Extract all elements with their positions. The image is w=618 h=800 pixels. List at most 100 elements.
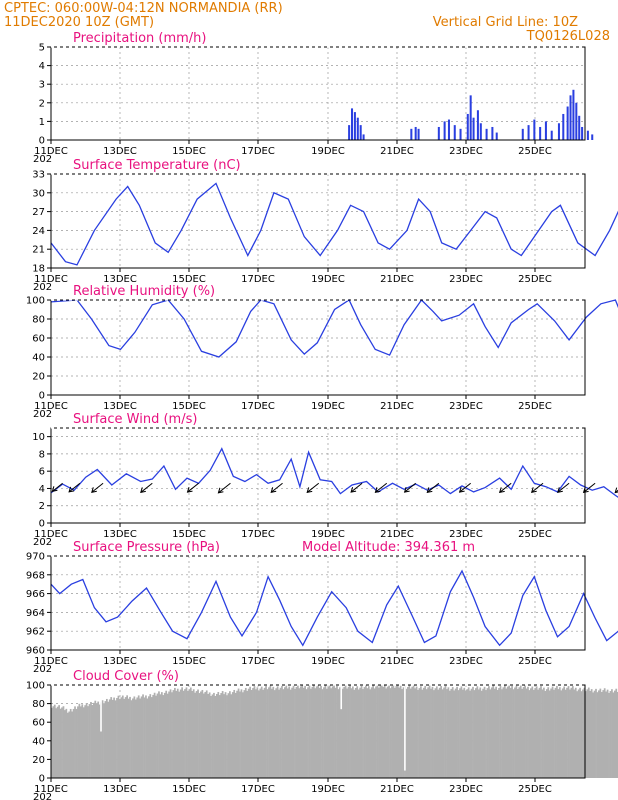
wind-arrow-shaft: [68, 482, 81, 493]
cloud-bar: [126, 695, 128, 778]
temp-ytick-label: 18: [32, 264, 45, 275]
cloud-bar: [275, 688, 278, 778]
cloud-bar: [528, 690, 531, 778]
precip-bar: [453, 125, 456, 140]
cloud-bar: [75, 708, 78, 778]
cloud-bar: [421, 689, 424, 778]
cloud-bar: [244, 687, 247, 778]
cloud-bar: [608, 692, 610, 778]
cloud-bar: [499, 686, 502, 778]
wind-year-fragment: 202: [33, 537, 52, 548]
cloud-bar: [327, 686, 330, 778]
cloud-bar: [362, 689, 364, 778]
cloud-bar: [160, 692, 163, 778]
precip-bar: [562, 113, 565, 140]
cloud-bar: [457, 690, 460, 778]
cloud-bar: [501, 689, 503, 778]
precip-bar: [569, 95, 572, 140]
cloud-bar: [130, 700, 133, 778]
cloud-bar: [569, 689, 571, 778]
cloud-xtick-label: 19DEC: [311, 784, 345, 795]
cloud-bar: [227, 693, 230, 778]
cloud-bar: [320, 685, 322, 778]
cloud-bar: [163, 692, 166, 778]
cloud-bar: [215, 693, 218, 778]
cloud-bar: [334, 687, 337, 778]
cloud-bar: [182, 690, 185, 778]
cloud-bar: [311, 686, 314, 778]
cloud-bar: [392, 685, 395, 778]
press-ytick-label: 966: [26, 589, 45, 600]
cloud-bar: [92, 702, 95, 778]
cloud-bar: [330, 688, 333, 778]
wind-arrow-shaft: [404, 482, 416, 493]
precip-xtick-label: 11DEC: [34, 146, 68, 157]
cloud-bar: [382, 686, 385, 778]
cloud-bar: [336, 685, 338, 778]
precip-bar: [591, 134, 594, 140]
cloud-bar: [567, 686, 570, 778]
cloud-bar: [338, 687, 341, 778]
cloud-bar: [431, 686, 434, 778]
cloud-bar: [90, 701, 92, 778]
cloud-ytick-label: 60: [32, 718, 45, 729]
press-ytick-label: 968: [26, 570, 45, 581]
cloud-bar: [260, 686, 263, 778]
wind-arrow-shaft: [218, 482, 231, 494]
cloud-xtick-label: 11DEC: [34, 784, 68, 795]
cloud-bar: [204, 691, 207, 778]
cloud-bar: [246, 690, 249, 778]
cloud-bar: [297, 685, 299, 778]
cloud-bar: [344, 685, 347, 778]
cloud-bar: [172, 690, 175, 778]
cloud-bar: [152, 694, 155, 778]
cloud-bar: [560, 690, 563, 778]
cloud-bar: [370, 687, 373, 778]
cloud-bar: [587, 687, 590, 778]
wind-barb-arrow: [403, 482, 416, 493]
wind-series-line: [50, 447, 618, 498]
precip-bar: [485, 128, 488, 140]
cloud-bar: [113, 697, 115, 778]
cloud-bar: [409, 688, 412, 778]
cloud-bar: [143, 697, 146, 778]
wind-arrow-shaft: [187, 482, 199, 493]
cloud-bar: [111, 699, 114, 778]
rh-frame: [50, 299, 586, 396]
cloud-bar: [473, 690, 476, 778]
cloud-bar: [301, 685, 304, 778]
cloud-bar: [340, 685, 343, 778]
cloud-bar: [308, 685, 311, 778]
cloud-bar: [165, 690, 168, 778]
cloud-bar: [208, 692, 211, 778]
wind-arrow-head: [270, 487, 277, 493]
precip-bar: [472, 117, 475, 140]
wind-barb-arrow: [614, 487, 618, 494]
precip-bar: [491, 126, 494, 140]
cloud-bar: [56, 706, 59, 778]
cloud-bar: [252, 688, 254, 778]
cloud-bar: [281, 685, 283, 778]
cloud-bar: [396, 685, 399, 778]
cloud-bar: [162, 695, 165, 778]
cloud-xtick-label: 17DEC: [241, 784, 275, 795]
cloud-bar: [205, 690, 208, 778]
rh-xtick-label: 17DEC: [241, 401, 275, 412]
cloud-bar: [268, 687, 270, 778]
cloud-bar: [207, 693, 210, 778]
cloud-bar: [289, 689, 292, 778]
cloud-bar: [62, 706, 65, 778]
cloud-bar: [187, 690, 189, 778]
cloud-bar: [482, 688, 484, 778]
cloud-bar: [360, 685, 363, 778]
wind-arrow-shaft: [614, 489, 618, 494]
cloud-bar: [543, 687, 545, 778]
press-xtick-label: 19DEC: [311, 656, 345, 667]
cloud-bar: [402, 687, 405, 778]
cloud-bar: [596, 692, 599, 778]
temp-xtick-label: 25DEC: [518, 274, 552, 285]
cloud-bar: [272, 686, 275, 778]
cloud-bar: [352, 686, 354, 778]
wind-arrow-head: [374, 487, 381, 493]
cloud-bar: [77, 706, 79, 778]
